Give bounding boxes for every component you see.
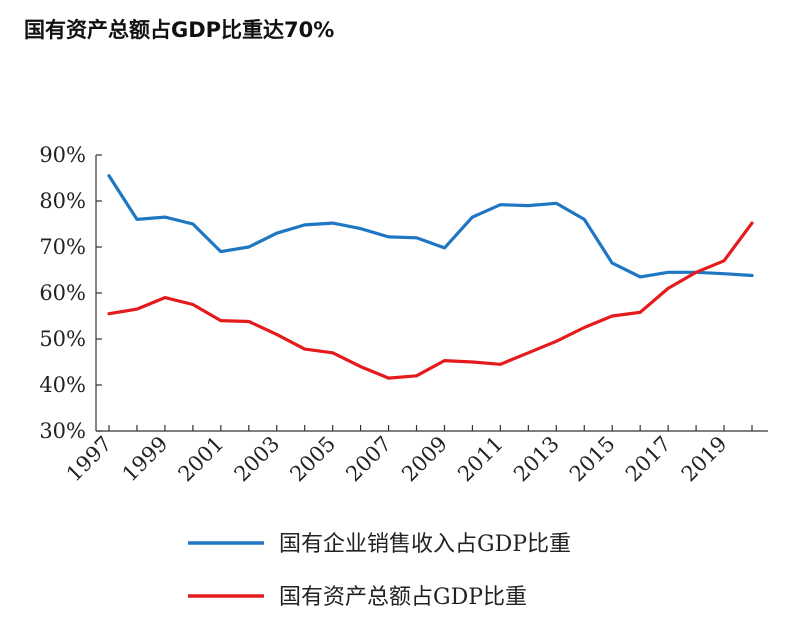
chart-series (107, 174, 754, 380)
series-line-2 (107, 221, 754, 380)
y-tick-label: 70% (39, 235, 86, 259)
x-tick-label: 2017 (621, 432, 676, 487)
y-tick-label: 50% (39, 327, 86, 351)
y-tick-label: 80% (39, 189, 86, 213)
y-tick-label: 40% (39, 373, 86, 397)
legend-label-1: 国有企业销售收入占GDP比重 (279, 532, 571, 557)
x-tick-label: 2011 (453, 432, 508, 487)
page-title: 国有资产总额占GDP比重达70% (24, 18, 335, 42)
series-line-1 (107, 174, 754, 279)
x-tick-label: 2001 (174, 432, 229, 487)
x-tick-label: 2013 (509, 432, 564, 487)
y-tick-label: 30% (39, 419, 86, 443)
chart-axes (95, 155, 768, 432)
y-tick-label: 90% (39, 143, 86, 167)
y-tick-label: 60% (39, 281, 86, 305)
x-tick-label: 2005 (285, 432, 340, 487)
x-axis-ticks: 1997 1999 2001 2003 2005 2007 2009 2011 2013 2015… (62, 425, 753, 487)
x-tick-label: 2003 (230, 432, 285, 487)
x-tick-label: 2015 (565, 432, 620, 487)
x-tick-label: 2019 (677, 432, 732, 487)
x-tick-label: 2009 (397, 432, 452, 487)
y-axis-ticks: 30% 40% 50% 60% 70% 80% 90% (39, 143, 102, 443)
x-tick-label: 2007 (341, 432, 396, 487)
legend-label-2: 国有资产总额占GDP比重 (279, 585, 527, 610)
x-tick-label: 1999 (118, 432, 173, 487)
